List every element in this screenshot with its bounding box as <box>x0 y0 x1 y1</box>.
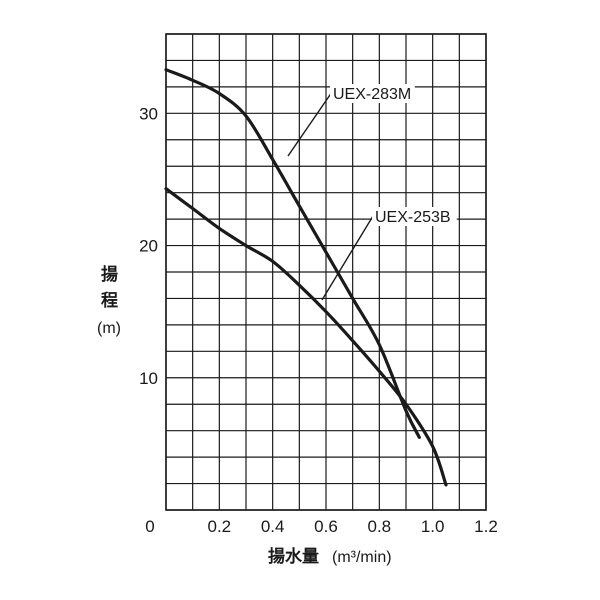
x-tick-label: 0 <box>145 517 154 536</box>
x-tick-label: 0.4 <box>261 517 285 536</box>
x-axis-unit: (m³/min) <box>332 549 392 566</box>
x-tick-label: 1.2 <box>474 517 498 536</box>
x-axis-title: 揚水量 <box>268 546 319 567</box>
y-axis-title-line2: 程 <box>101 291 118 311</box>
series-label-bg-1 <box>330 84 415 103</box>
y-tick-label: 30 <box>139 104 158 123</box>
series-labels: UEX-283M UEX-253B <box>330 84 457 226</box>
series-layer <box>164 68 448 487</box>
x-tick-label: 0.8 <box>368 517 392 536</box>
x-tick-label: 1.0 <box>421 517 445 536</box>
series-line-1 <box>164 68 421 439</box>
y-tick-label: 10 <box>139 369 158 388</box>
chart-grid <box>165 33 487 511</box>
series-label-1: UEX-283M <box>333 86 411 103</box>
series-label-bg-2 <box>372 207 457 226</box>
series-label-2: UEX-253B <box>375 209 451 226</box>
label-leaders <box>287 91 374 301</box>
label-leader-2 <box>321 215 374 301</box>
x-tick-label: 0.2 <box>208 517 232 536</box>
plot-frame <box>165 33 487 511</box>
y-axis-unit: (m) <box>97 320 121 337</box>
x-tick-label: 0.6 <box>314 517 338 536</box>
y-axis-title-line1: 揚 <box>101 265 118 285</box>
y-tick-label: 20 <box>139 237 158 256</box>
tick-labels: 0 0.2 0.4 0.6 0.8 1.0 1.2 10 20 30 <box>139 104 498 536</box>
series-line-2 <box>164 187 448 487</box>
label-leader-1 <box>287 91 333 157</box>
